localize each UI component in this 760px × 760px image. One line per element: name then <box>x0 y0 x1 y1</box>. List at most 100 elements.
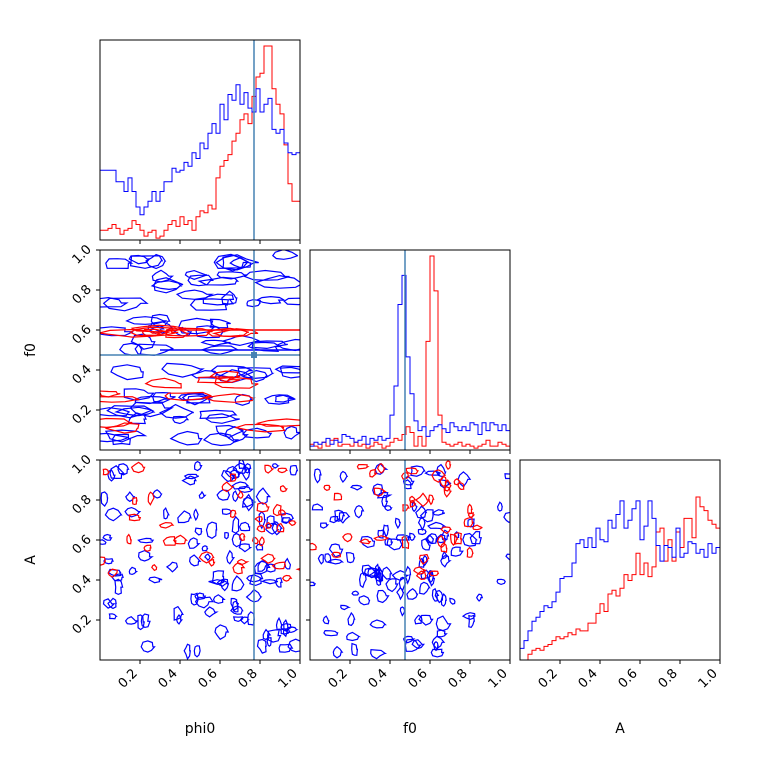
contour-red <box>376 462 386 474</box>
x-tick-label: 1.0 <box>696 666 721 691</box>
contour-blue <box>426 534 435 543</box>
contour-blue <box>241 466 251 481</box>
contour-blue <box>322 615 330 625</box>
y-tick-label: 0.4 <box>70 362 95 387</box>
contour-red <box>144 377 182 389</box>
contour-blue <box>188 554 202 567</box>
contour-blue <box>431 635 446 650</box>
x-tick-label: 0.8 <box>236 666 261 691</box>
x-tick-label: 0.2 <box>536 666 561 691</box>
contour-red <box>356 464 370 470</box>
contour-blue <box>193 645 201 658</box>
contour-blue <box>361 564 378 577</box>
contour-blue <box>340 604 351 611</box>
contour-red <box>221 481 235 493</box>
contour-blue <box>255 295 285 305</box>
contour-red <box>358 538 372 545</box>
contour-blue <box>384 505 393 512</box>
contour-blue <box>130 333 156 350</box>
contour-red <box>147 491 155 506</box>
contour-blue <box>419 581 431 595</box>
contour-red <box>102 468 111 476</box>
histogram-phi0 <box>100 45 300 239</box>
contour-blue <box>100 491 109 508</box>
contour-red <box>130 324 187 333</box>
contour-blue <box>319 522 330 529</box>
contour-red <box>405 467 419 475</box>
contour-blue <box>424 470 441 476</box>
contour-blue <box>246 299 262 308</box>
contour-blue <box>251 340 288 350</box>
contour-blue <box>384 537 394 547</box>
contour-red <box>409 495 417 504</box>
contour-blue <box>230 605 244 615</box>
contour-blue <box>266 628 282 643</box>
contour-blue <box>137 614 145 631</box>
contour-blue <box>231 575 245 592</box>
contour-red <box>342 533 353 543</box>
contour-blue <box>187 274 214 287</box>
contour-blue <box>430 648 445 658</box>
y-tick-label: 1.0 <box>70 452 95 477</box>
contour-blue <box>177 510 192 524</box>
contour-blue <box>469 530 482 545</box>
y-tick-label: 0.8 <box>70 282 95 307</box>
contour-red <box>229 473 238 482</box>
contour-blue <box>208 579 225 585</box>
contour-blue <box>100 326 134 337</box>
contour-blue <box>194 527 203 536</box>
contour-red <box>100 328 162 338</box>
contour-red <box>256 502 270 513</box>
contour-red <box>141 328 171 336</box>
contour-blue <box>440 593 447 607</box>
contour-blue <box>326 558 345 565</box>
contour-blue <box>313 468 322 484</box>
contour-blue <box>181 475 197 486</box>
contour-red <box>440 542 448 553</box>
contour-blue <box>435 615 452 632</box>
contour-A-vs-f0 <box>310 460 510 660</box>
contour-blue <box>104 429 148 443</box>
contour-blue <box>231 481 250 490</box>
contour-blue <box>152 489 163 499</box>
contour-blue <box>240 369 269 383</box>
contour-blue <box>189 298 230 311</box>
histogram-A-blue-series <box>520 500 720 649</box>
contour-blue <box>421 538 431 551</box>
contour-blue <box>427 521 447 530</box>
contour-blue <box>253 560 271 575</box>
contour-blue <box>200 339 231 347</box>
contour-blue <box>221 508 233 516</box>
contour-f0-vs-phi0 <box>100 250 300 447</box>
contour-blue <box>468 614 475 628</box>
contour-blue <box>198 490 207 499</box>
contour-blue <box>183 643 191 660</box>
contour-red <box>196 376 241 384</box>
contour-red <box>232 562 246 575</box>
y-tick-label: 0.6 <box>70 322 95 347</box>
contour-red <box>107 568 118 578</box>
contour-red <box>412 566 427 575</box>
contour-blue <box>317 553 324 565</box>
contour-blue <box>411 501 418 513</box>
contour-red <box>143 544 152 552</box>
y-tick-label: 0.2 <box>70 402 95 427</box>
x-tick-label: 0.4 <box>576 666 601 691</box>
contour-blue <box>345 552 356 564</box>
contour-red <box>279 484 288 493</box>
contour-blue <box>204 606 219 618</box>
contour-blue <box>402 475 415 486</box>
contour-red <box>239 532 246 542</box>
contour-blue <box>436 629 448 638</box>
contour-red <box>130 461 146 474</box>
contour-blue <box>358 595 371 606</box>
contour-blue <box>215 254 259 271</box>
contour-blue <box>216 489 231 501</box>
contour-blue <box>181 392 212 406</box>
panel-f0-histogram <box>309 249 511 451</box>
contour-blue <box>274 365 300 374</box>
contour-red <box>265 522 273 529</box>
contour-red <box>256 524 266 533</box>
y-tick-label: 0.4 <box>70 572 95 597</box>
contour-blue <box>386 538 404 551</box>
